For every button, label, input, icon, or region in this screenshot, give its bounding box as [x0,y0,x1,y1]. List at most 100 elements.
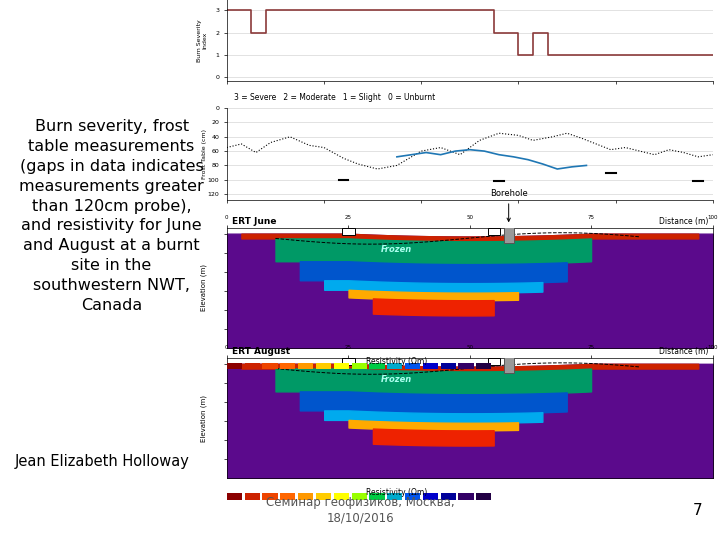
June Frost Table [679,149,688,156]
Bar [280,493,295,500]
Bar [316,363,331,369]
Line: August Frost Table: August Frost Table [397,150,587,169]
Bar [316,493,331,500]
June Frost Table [495,130,503,137]
Y-axis label: Frost Table (cm): Frost Table (cm) [202,129,207,179]
August Frost Table [553,166,562,172]
June Frost Table [665,146,673,153]
Bar [459,363,474,369]
Text: ERT August: ERT August [232,347,289,356]
Text: Семинар геофизиков, Москва,
18/10/2016: Семинар геофизиков, Москва, 18/10/2016 [266,496,454,524]
August Frost Table [436,151,445,158]
Bar [262,493,278,500]
June Frost Table [592,141,600,147]
Text: Distance (m): Distance (m) [659,217,708,226]
Bar [262,363,278,369]
Text: 3 = Severe   2 = Moderate   1 = Slight   0 = Unburnt: 3 = Severe 2 = Moderate 1 = Slight 0 = U… [234,93,436,102]
Bar [477,363,492,369]
June Frost Table [286,133,294,140]
June Frost Table [373,166,382,172]
Bar [488,228,500,234]
Bar [387,493,402,500]
Bar [351,363,366,369]
June Frost Table [650,151,659,158]
Bar [477,493,492,500]
June Frost Table [456,151,464,158]
June Frost Table [563,130,572,137]
June Frost Table [354,161,362,167]
Bar [441,493,456,500]
Text: 7: 7 [693,503,702,518]
June Frost Table [621,144,629,151]
Bar [245,493,260,500]
June Frost Table [392,162,401,168]
June Frost Table [237,141,246,147]
Bar [441,363,456,369]
August Frost Table [582,162,591,168]
June Frost Table [339,155,348,161]
June Frost Table [708,151,717,158]
Bar [245,363,260,369]
June Frost Table [436,144,445,151]
August Frost Table [523,157,532,163]
August Frost Table [422,149,431,156]
Text: ERT June: ERT June [232,217,276,226]
Bar [423,363,438,369]
Bar [298,493,313,500]
Bar [227,363,242,369]
Text: Distance (m): Distance (m) [659,347,708,356]
Text: Frozen: Frozen [382,375,413,384]
June Frost Table [548,133,557,140]
Legend: + August Frost Table, + June Frost Table, + Refusal: + August Frost Table, + June Frost Table… [354,237,585,247]
Bar [298,363,313,369]
June Frost Table [514,132,523,139]
August Frost Table [495,151,503,158]
Bar [387,363,402,369]
Bar [504,354,513,373]
June Frost Table [252,149,261,156]
Bar [351,493,366,500]
Text: Resistivity (Ωm): Resistivity (Ωm) [366,488,428,497]
August Frost Table [480,148,489,154]
June Frost Table [528,137,537,144]
Bar [405,363,420,369]
Bar [343,228,355,234]
Bar [423,493,438,500]
Y-axis label: Burn Severity
Index: Burn Severity Index [197,19,207,62]
Y-axis label: Elevation (m): Elevation (m) [201,265,207,312]
June Frost Table [222,144,231,151]
Text: Burn severity, frost
table measurements
(gaps in data indicates
measurements gre: Burn severity, frost table measurements … [19,119,204,313]
June Frost Table [305,142,314,149]
August Frost Table [567,164,576,170]
Bar [488,358,500,365]
Bar [227,493,242,500]
Bar [334,493,349,500]
Text: Jean Elizabeth Holloway: Jean Elizabeth Holloway [14,454,189,469]
Text: Borehole: Borehole [490,189,528,221]
Bar [405,493,420,500]
Text: Frozen: Frozen [382,245,413,254]
August Frost Table [408,151,416,158]
June Frost Table [417,148,426,154]
Bar [343,358,355,365]
June Frost Table [475,137,484,144]
Line: June Frost Table: June Frost Table [227,133,713,169]
August Frost Table [509,153,518,160]
Text: Resistivity (Ωm): Resistivity (Ωm) [366,357,428,367]
August Frost Table [539,161,547,167]
Bar [280,363,295,369]
Bar [369,493,384,500]
August Frost Table [451,148,459,154]
August Frost Table [465,146,474,153]
Bar [459,493,474,500]
June Frost Table [577,135,586,141]
Bar [504,224,513,243]
June Frost Table [606,146,615,153]
August Frost Table [392,153,401,160]
Bar [369,363,384,369]
June Frost Table [636,148,644,154]
Y-axis label: Elevation (m): Elevation (m) [201,395,207,442]
Bar [334,363,349,369]
June Frost Table [320,144,328,151]
June Frost Table [266,139,275,146]
